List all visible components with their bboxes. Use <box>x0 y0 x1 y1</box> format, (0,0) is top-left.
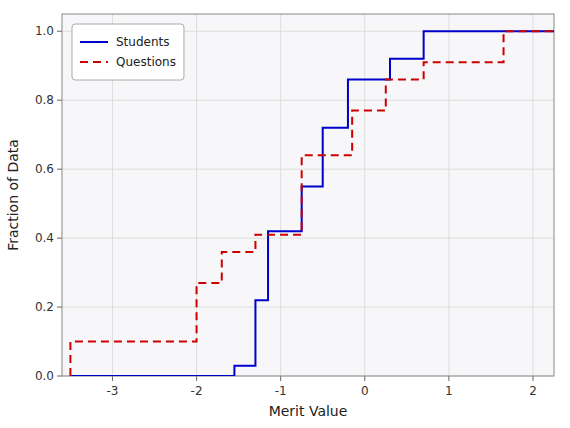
tick-label: 0.2 <box>35 300 54 314</box>
tick-label: 0.8 <box>35 93 54 107</box>
grid <box>62 14 554 376</box>
series-group <box>70 31 554 376</box>
grid-line <box>62 307 554 308</box>
tick-label: 0 <box>361 384 369 398</box>
tick-label: 0.6 <box>35 162 54 176</box>
tick-label: 0.4 <box>35 231 54 245</box>
x-axis-label: Merit Value <box>269 403 348 419</box>
series-line <box>70 31 554 376</box>
grid-line <box>62 100 554 101</box>
tick-mark <box>112 376 113 381</box>
legend-swatch <box>80 41 108 43</box>
grid-line <box>532 14 533 376</box>
tick-mark <box>57 376 62 377</box>
tick-label: -3 <box>106 384 118 398</box>
tick-label: 0.0 <box>35 369 54 383</box>
tick-label: -1 <box>275 384 287 398</box>
tick-mark <box>57 307 62 308</box>
chart: -3 -2 -1 0 1 2 0.0 0.2 0.4 0.6 0.8 1.0 Merit Value Fr… <box>0 0 570 428</box>
legend-entry: Students <box>116 35 170 49</box>
tick-mark <box>364 376 365 381</box>
grid-line <box>62 238 554 239</box>
grid-line <box>280 14 281 376</box>
grid-line <box>62 169 554 170</box>
grid-line <box>196 14 197 376</box>
grid-line <box>364 14 365 376</box>
tick-mark <box>57 238 62 239</box>
legend-swatch <box>80 61 108 63</box>
tick-mark <box>57 169 62 170</box>
grid-line <box>448 14 449 376</box>
tick-label: -2 <box>191 384 203 398</box>
tick-mark <box>448 376 449 381</box>
tick-label: 2 <box>529 384 537 398</box>
tick-mark <box>280 376 281 381</box>
legend: Students Questions <box>72 24 184 80</box>
tick-mark <box>57 100 62 101</box>
tick-label: 1 <box>445 384 453 398</box>
tick-mark <box>57 31 62 32</box>
tick-mark <box>196 376 197 381</box>
series-line <box>70 31 554 376</box>
plot-area <box>62 14 554 376</box>
legend-box <box>72 24 184 80</box>
tick-label: 1.0 <box>35 24 54 38</box>
y-axis-label: Fraction of Data <box>5 139 21 251</box>
legend-entry: Questions <box>116 55 176 69</box>
plot-frame <box>62 14 554 376</box>
tick-mark <box>532 376 533 381</box>
axes: -3 -2 -1 0 1 2 0.0 0.2 0.4 0.6 0.8 1.0 <box>35 14 554 398</box>
